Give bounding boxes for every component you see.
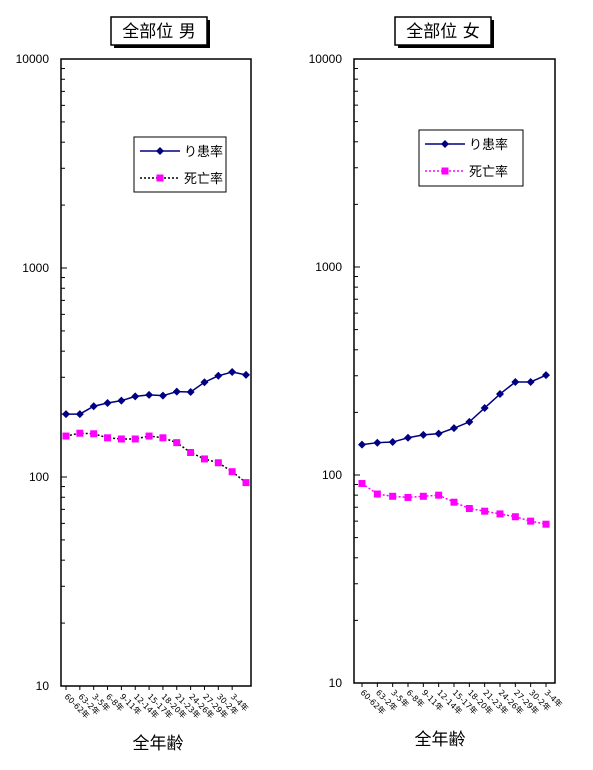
left-data-point-mortality <box>187 448 195 456</box>
right-data-point-mortality <box>496 510 504 518</box>
left-data-point-mortality <box>228 468 236 476</box>
left-y-tick-label: 10000 <box>16 52 50 66</box>
right-y-tick-label: 1000 <box>315 260 342 274</box>
right-data-point-incidence <box>419 430 428 439</box>
left-data-point-mortality <box>214 459 222 467</box>
left-chart-panel: 全部位 男1010010001000060-62年63-2年3-5年6-8年9-… <box>16 16 252 754</box>
right-data-point-mortality <box>527 517 535 525</box>
left-x-axis-title: 全年齢 <box>133 734 184 754</box>
left-data-point-mortality <box>173 439 181 447</box>
left-data-point-incidence <box>117 396 126 405</box>
right-data-point-mortality <box>373 490 381 498</box>
left-data-point-incidence <box>89 402 98 411</box>
right-data-point-incidence <box>526 377 535 386</box>
left-data-point-incidence <box>131 392 140 401</box>
left-title-box <box>110 16 208 46</box>
right-data-point-incidence <box>542 371 550 380</box>
left-data-point-mortality <box>145 432 153 440</box>
left-data-point-mortality <box>159 434 167 442</box>
right-data-point-mortality <box>465 505 473 513</box>
right-data-point-mortality <box>419 492 427 500</box>
right-data-point-incidence <box>434 429 443 438</box>
left-legend-label-1: 死亡率 <box>184 171 223 187</box>
right-data-point-mortality <box>450 498 458 506</box>
right-data-point-mortality <box>389 492 397 500</box>
left-legend-label-0: り患率 <box>184 144 223 160</box>
right-data-point-incidence <box>511 377 520 386</box>
left-y-tick-label: 10 <box>36 679 50 693</box>
right-y-tick-label: 100 <box>322 468 342 482</box>
left-data-point-mortality <box>131 435 139 443</box>
right-data-point-mortality <box>481 507 489 515</box>
left-y-tick-label: 100 <box>29 470 49 484</box>
right-y-tick-label: 10 <box>329 676 343 690</box>
left-data-point-mortality <box>104 434 112 442</box>
left-legend-box <box>133 136 227 193</box>
left-data-point-mortality <box>62 432 70 440</box>
right-data-point-incidence <box>404 433 412 442</box>
left-data-point-mortality <box>90 430 98 438</box>
left-data-point-incidence <box>186 388 195 397</box>
left-data-point-mortality <box>200 455 208 463</box>
left-data-point-mortality <box>76 429 84 437</box>
left-data-point-incidence <box>200 378 209 387</box>
left-data-point-incidence <box>145 390 154 399</box>
right-data-point-mortality <box>358 480 366 488</box>
left-chart-title: 全部位 男 <box>122 22 195 42</box>
left-data-point-incidence <box>62 410 70 419</box>
right-chart-panel: 全部位 女1010010001000060-62年63-2年3-5年6-8年9-… <box>309 16 565 750</box>
right-data-point-mortality <box>542 520 550 528</box>
left-data-point-mortality <box>242 479 250 487</box>
right-data-point-incidence <box>358 440 366 449</box>
right-legend-marker-0 <box>441 140 449 148</box>
left-data-point-incidence <box>228 367 237 376</box>
right-chart-title: 全部位 女 <box>406 22 479 42</box>
right-data-point-mortality <box>511 513 519 521</box>
right-legend-marker-1 <box>441 167 449 175</box>
left-data-point-incidence <box>172 387 181 396</box>
left-data-point-incidence <box>75 410 84 419</box>
right-x-axis-title: 全年齢 <box>415 730 466 750</box>
left-data-point-mortality <box>117 435 125 443</box>
right-data-point-incidence <box>480 403 489 412</box>
left-data-point-incidence <box>158 391 167 400</box>
right-data-point-incidence <box>496 390 504 399</box>
right-data-point-incidence <box>388 438 397 447</box>
left-data-point-incidence <box>242 370 250 379</box>
right-legend-label-1: 死亡率 <box>469 164 508 180</box>
right-data-point-incidence <box>450 424 458 433</box>
left-data-point-incidence <box>103 398 112 407</box>
right-data-point-incidence <box>373 438 382 447</box>
left-legend-marker-0 <box>156 147 164 155</box>
right-legend-label-0: り患率 <box>469 137 508 153</box>
right-y-tick-label: 10000 <box>309 52 343 66</box>
right-data-point-mortality <box>435 491 443 499</box>
right-data-point-mortality <box>404 493 412 501</box>
right-data-point-incidence <box>465 417 474 426</box>
left-y-tick-label: 1000 <box>22 261 49 275</box>
right-title-box <box>394 16 492 46</box>
left-data-point-incidence <box>214 371 223 380</box>
left-legend-marker-1 <box>156 174 164 182</box>
right-legend-box <box>418 129 524 187</box>
